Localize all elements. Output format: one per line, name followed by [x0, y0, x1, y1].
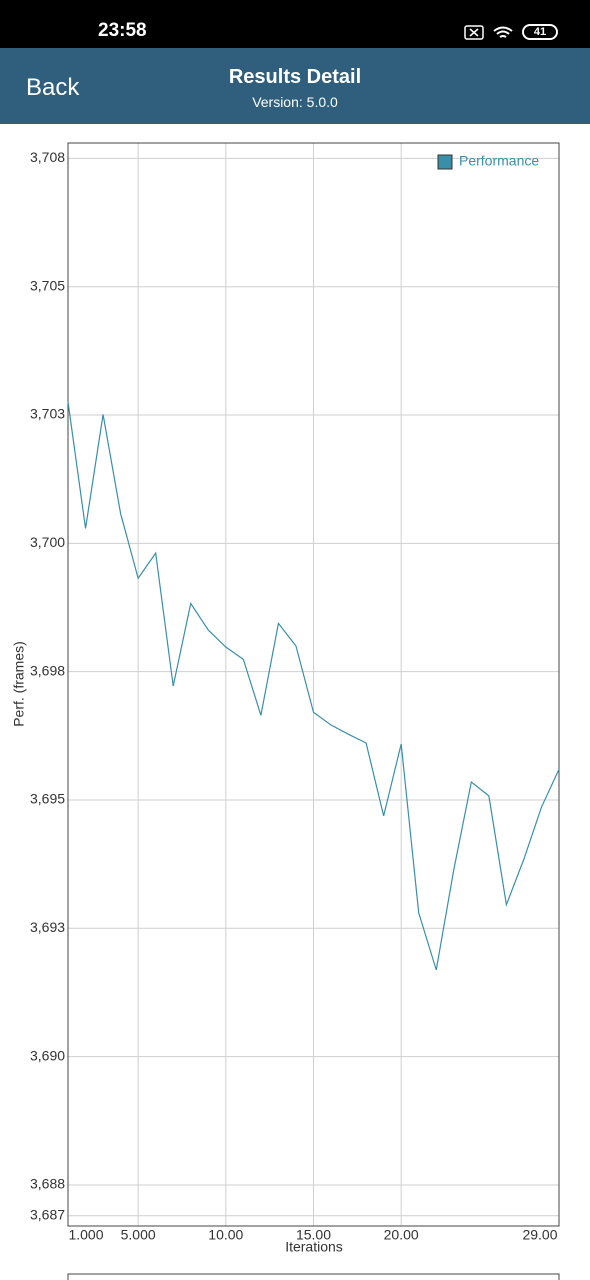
plot-frame: [67, 142, 560, 1227]
y-tick-label: 3,687: [30, 1206, 65, 1222]
y-tick-label: 3,688: [30, 1176, 65, 1192]
x-tick-label: 29.00: [522, 1227, 557, 1243]
chart: Perf. (frames) Iterations 3,708 3,705 3,70…: [11, 142, 560, 1280]
status-icons: [464, 25, 513, 40]
back-button[interactable]: Back: [26, 74, 80, 101]
y-tick-label: 3,695: [30, 791, 65, 807]
x-tick-label: 15.00: [296, 1227, 331, 1243]
x-axis-label: Iterations: [285, 1239, 343, 1255]
y-tick-label: 3,700: [30, 534, 65, 550]
header-title: Results Detail: [228, 66, 362, 88]
y-tick-label: 3,698: [30, 662, 65, 678]
data-line: [67, 401, 560, 971]
x-tick-label: 20.00: [384, 1227, 419, 1243]
status-bar: 23:58 41: [0, 0, 590, 48]
y-axis-label: Perf. (frames): [11, 641, 27, 727]
y-tick-label: 3,705: [30, 277, 65, 293]
legend-label: Performance: [459, 153, 539, 169]
legend-swatch: [437, 154, 453, 170]
x-tick-label: 5.000: [121, 1227, 156, 1243]
y-tick-label: 3,693: [30, 919, 65, 935]
header-subtitle: Version: 5.0.0: [252, 94, 338, 110]
x-tick-label: 10.00: [208, 1227, 243, 1243]
x-tick-label: 1.000: [68, 1227, 103, 1243]
header: Back Results Detail Version: 5.0.0: [0, 48, 590, 124]
y-tick-label: 3,703: [30, 406, 65, 422]
y-tick-label: 3,690: [30, 1047, 65, 1063]
clock: 23:58: [98, 20, 147, 41]
y-tick-label: 3,708: [30, 149, 65, 165]
next-chart-frame: [67, 1273, 560, 1280]
battery: 41: [522, 24, 558, 40]
